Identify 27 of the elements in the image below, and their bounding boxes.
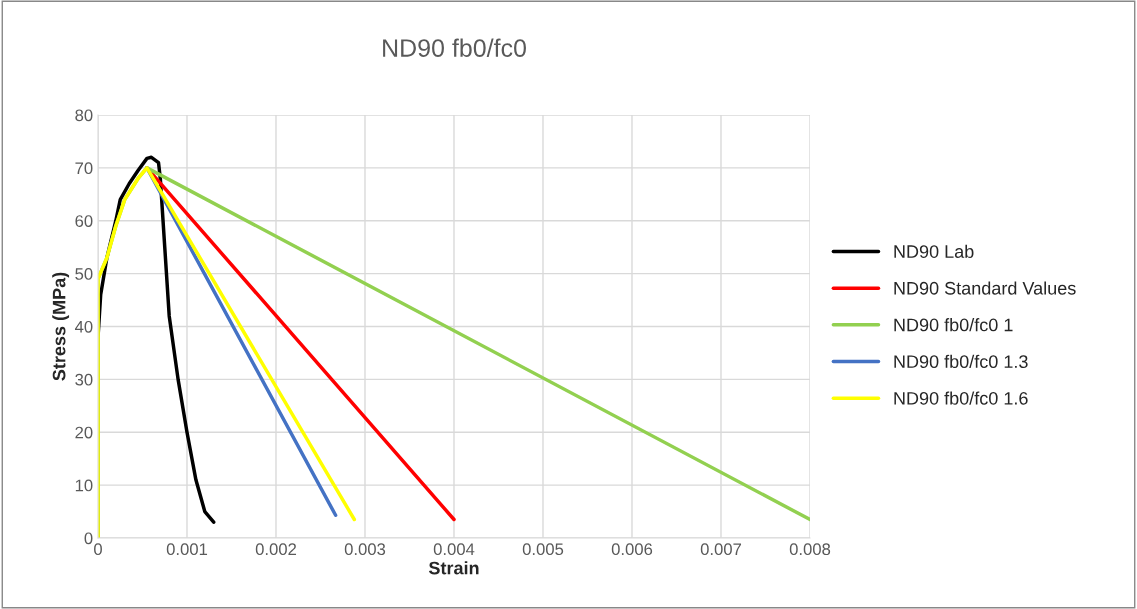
- x-tick-label: 0.003: [344, 543, 386, 556]
- legend-label: ND90 Standard Values: [894, 281, 1076, 295]
- y-axis-title: Stress (MPa): [52, 272, 70, 381]
- legend-label: ND90 fb0/fc0 1: [894, 318, 1013, 332]
- y-tick-label: 10: [75, 479, 93, 492]
- y-tick-label: 20: [75, 426, 93, 439]
- x-tick-label: 0.004: [433, 543, 475, 556]
- y-tick-label: 80: [75, 109, 93, 122]
- y-tick-label: 30: [75, 373, 93, 386]
- x-tick-label: 0.008: [789, 543, 831, 556]
- y-tick-label: 60: [75, 215, 93, 227]
- line-series: [98, 166, 357, 538]
- y-tick-label: 70: [75, 162, 93, 175]
- legend-label: ND90 fb0/fc0 1.6: [894, 391, 1028, 405]
- x-tick-label: 0.006: [611, 543, 653, 556]
- legend-label: ND90 Lab: [894, 244, 974, 258]
- x-tick-label: 0.002: [255, 543, 297, 556]
- x-tick-label: 0.005: [522, 543, 564, 556]
- chart-title: ND90 fb0/fc0: [383, 38, 526, 57]
- legend-label: ND90 fb0/fc0 1.3: [894, 354, 1028, 369]
- x-tick-label: 0.001: [166, 543, 208, 556]
- y-tick-label: 40: [74, 320, 93, 333]
- y-tick-label: 0: [84, 532, 93, 545]
- x-tick-label: 0.007: [700, 543, 742, 556]
- x-tick-label: 0: [94, 543, 102, 556]
- x-axis-title: Strain: [428, 561, 479, 575]
- y-tick-label: 50: [75, 268, 93, 280]
